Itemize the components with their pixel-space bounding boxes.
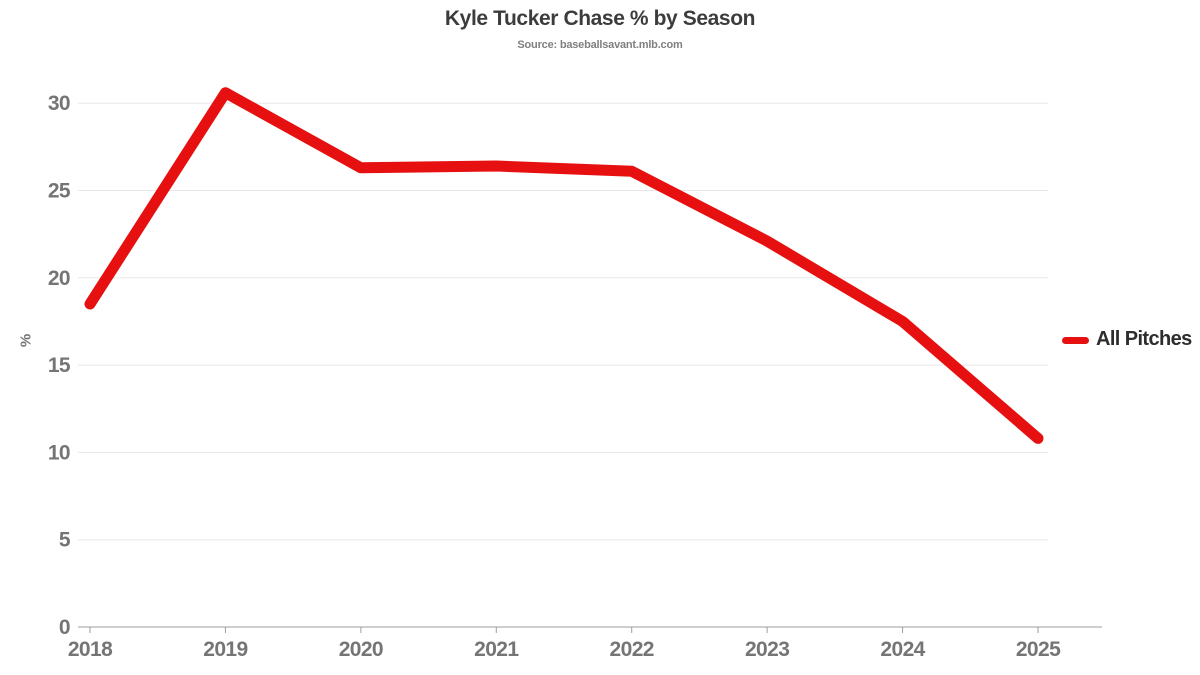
svg-text:2018: 2018 bbox=[68, 638, 113, 661]
svg-text:2021: 2021 bbox=[474, 638, 519, 661]
y-axis-tick-labels: 0 5 10 15 20 25 30 bbox=[48, 92, 72, 639]
legend: All Pitches bbox=[1062, 328, 1192, 351]
svg-text:2023: 2023 bbox=[745, 638, 789, 661]
svg-text:2019: 2019 bbox=[203, 638, 247, 661]
svg-text:25: 25 bbox=[48, 180, 71, 203]
svg-text:0: 0 bbox=[59, 616, 70, 639]
x-axis-tick-labels: 2018 2019 2020 2021 2022 2023 2024 2025 bbox=[68, 638, 1062, 661]
svg-text:20: 20 bbox=[48, 267, 70, 290]
svg-text:15: 15 bbox=[48, 354, 71, 377]
svg-text:2022: 2022 bbox=[610, 638, 654, 661]
svg-text:5: 5 bbox=[59, 529, 71, 552]
svg-text:10: 10 bbox=[48, 441, 70, 464]
svg-text:30: 30 bbox=[48, 92, 70, 115]
series-line-all-pitches bbox=[84, 87, 1044, 444]
svg-text:2025: 2025 bbox=[1016, 638, 1061, 661]
chart-title: Kyle Tucker Chase % by Season bbox=[444, 7, 756, 30]
legend-swatch bbox=[1062, 337, 1089, 344]
x-axis bbox=[78, 626, 1102, 633]
chart-subtitle: Source: baseballsavant.mlb.com bbox=[517, 39, 683, 51]
svg-text:2020: 2020 bbox=[339, 638, 383, 661]
svg-text:2024: 2024 bbox=[880, 638, 925, 661]
legend-label: All Pitches bbox=[1096, 328, 1192, 350]
